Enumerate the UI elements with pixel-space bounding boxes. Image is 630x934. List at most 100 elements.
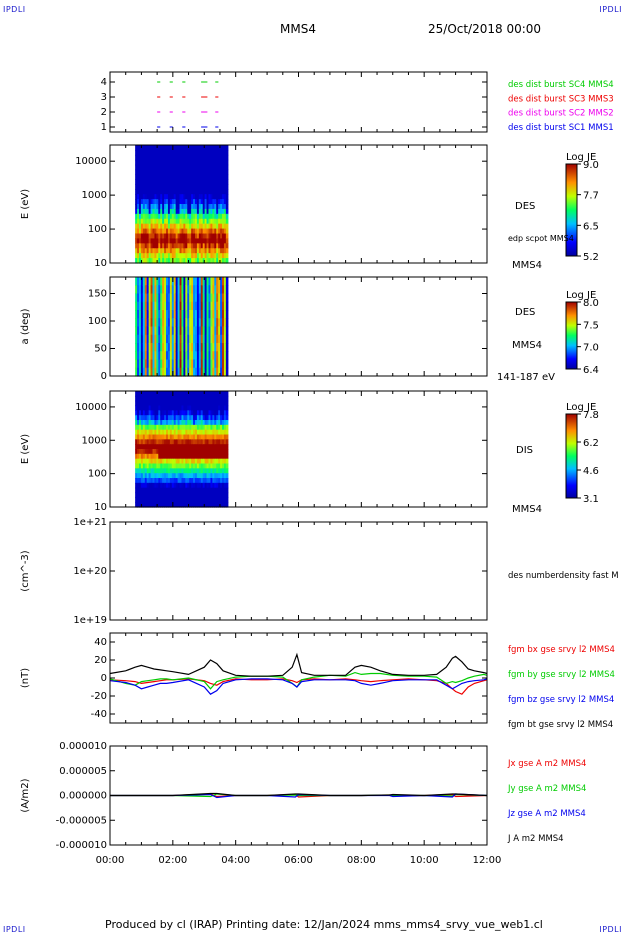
dis-energy-cell [196,420,200,426]
des-energy-cell [191,189,194,195]
des-pitch-cell [156,343,159,352]
dis-energy-cell [193,410,196,416]
dis-energy-cell [167,444,171,450]
des-pitch-cell [185,285,188,295]
des-energy-cell [146,145,150,151]
des-energy-cell [202,154,206,161]
des-energy-cell [183,189,186,195]
des-energy-cell [135,238,138,244]
des-pitch-cell [196,367,200,377]
des-pitch-cell [158,334,161,344]
legend-entry: Jz gse A m2 MMS4 [507,809,586,819]
dis-energy-cell [196,424,200,431]
dis-energy-cell [171,463,175,469]
des-energy-cell [152,174,156,181]
dis-energy-cell [137,458,140,465]
des-energy-cell [146,184,150,190]
dis-energy-cell [160,473,163,479]
des-pitch-cell [138,343,142,352]
dis-energy-cell [148,458,152,465]
des-pitch-cell [177,310,181,319]
dis-energy-cell [194,391,198,397]
dis-energy-cell [150,420,154,426]
des-energy-cell [200,218,204,225]
des-energy-cell [191,174,194,181]
dis-energy-cell [173,482,177,489]
y-tick-label: 0.000000 [59,791,107,802]
des-pitch-cell [179,318,183,328]
dis-energy-cell [173,487,177,494]
des-energy-cell [216,208,219,215]
dis-energy-cell [148,482,152,489]
des-energy-cell [177,243,181,249]
des-pitch-cell [142,367,146,377]
dis-energy-cell [156,458,159,465]
des-pitch-cell [162,359,165,369]
des-energy-cell [200,199,204,205]
dis-energy-cell [164,478,167,484]
dis-energy-cell [210,478,213,484]
dis-energy-cell [223,458,227,465]
dis-energy-cell [187,463,190,469]
des-energy-cell [135,258,138,264]
des-pitch-cell [160,351,163,361]
dis-energy-cell [185,395,188,402]
des-energy-cell [137,179,140,185]
dis-energy-cell [187,453,190,460]
dis-energy-cell [177,497,181,503]
dis-energy-cell [169,473,173,479]
dis-energy-cell [177,434,181,440]
des-pitch-cell [158,285,161,295]
dis-energy-cell [181,453,184,460]
dis-energy-cell [167,424,171,431]
des-pitch-cell [148,326,152,336]
dis-energy-cell [154,444,157,450]
des-pitch-cell [158,351,161,361]
dis-energy-cell [146,482,150,489]
des-energy-cell [166,154,169,161]
dis-energy-cell [169,458,173,465]
dis-energy-cell [208,473,212,479]
dis-energy-cell [173,434,177,440]
des-pitch-cell [169,343,173,352]
dis-energy-cell [146,429,150,436]
des-energy-cell [179,243,183,249]
des-energy-cell [202,223,206,230]
des-energy-cell [160,189,163,195]
dis-energy-cell [216,492,219,498]
dis-energy-cell [171,434,175,440]
des-energy-cell [177,228,181,235]
dis-energy-cell [169,463,173,469]
des-pitch-cell [202,326,206,336]
des-energy-cell [183,179,186,185]
des-pitch-cell [220,326,223,336]
des-energy-cell [144,213,148,220]
des-energy-cell [162,189,165,195]
des-pitch-cell [191,343,194,352]
des-energy-cell [206,238,210,244]
des-energy-cell [144,174,148,181]
des-pitch-cell [198,293,202,303]
des-pitch-cell [150,343,154,352]
dis-energy-cell [150,444,154,450]
dis-energy-cell [169,424,173,431]
dis-energy-cell [135,468,138,474]
des-energy-cell [138,154,142,161]
des-pitch-cell [206,318,210,328]
des-pitch-cell [167,351,171,361]
dis-energy-cell [175,400,179,407]
des-energy-cell [164,194,167,200]
des-energy-cell [160,154,163,161]
time-tick-label: 02:00 [158,855,187,866]
corner-label-top-right: IPDLI [599,5,622,14]
des-energy-cell [193,184,196,190]
dis-energy-cell [222,400,225,407]
des-pitch-cell [225,326,229,336]
dis-energy-cell [171,439,175,445]
des-energy-cell [212,164,215,171]
des-pitch-cell [166,285,169,295]
des-energy-cell [135,145,138,151]
dis-energy-cell [173,497,177,503]
des-energy-cell [175,258,179,264]
dis-energy-cell [171,424,175,431]
